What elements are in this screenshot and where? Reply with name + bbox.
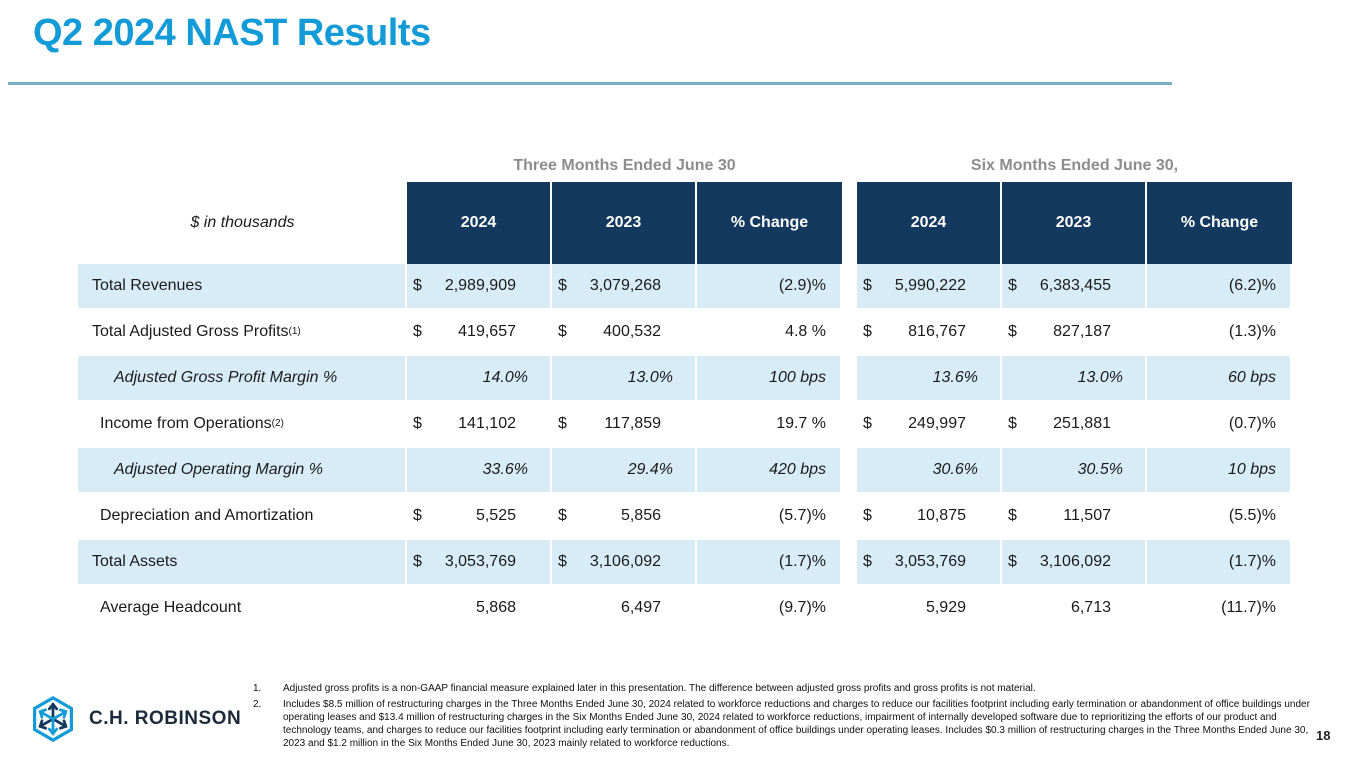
- page-title: Q2 2024 NAST Results: [33, 12, 431, 54]
- table-row-adjusted-gross-profit-margin: Adjusted Gross Profit Margin % 14.0% 13.…: [78, 356, 1292, 402]
- value-6m-2023: 6,713: [1002, 586, 1147, 632]
- table-row-depreciation-amortization: Depreciation and Amortization $5,525 $5,…: [78, 494, 1292, 540]
- value-3m-2023: 6,497: [552, 586, 697, 632]
- value-3m-change: 4.8 %: [697, 310, 842, 356]
- value-6m-2023: $251,881: [1002, 402, 1147, 448]
- footnote-text: Adjusted gross profits is a non-GAAP fin…: [283, 683, 1036, 694]
- value-6m-change: (0.7)%: [1147, 402, 1292, 448]
- value-3m-2024: $5,525: [407, 494, 552, 540]
- value-6m-change: (1.7)%: [1147, 540, 1292, 586]
- value-3m-2024: $141,102: [407, 402, 552, 448]
- value-3m-2023: 13.0%: [552, 356, 697, 402]
- value-6m-2024: 5,929: [857, 586, 1002, 632]
- value-6m-2023: $3,106,092: [1002, 540, 1147, 586]
- value-3m-change: (9.7)%: [697, 586, 842, 632]
- table-row-total-revenues: Total Revenues $2,989,909 $3,079,268 (2.…: [78, 264, 1292, 310]
- value-3m-2024: $2,989,909: [407, 264, 552, 310]
- footnote-number: 2.: [253, 699, 262, 710]
- row-label: Income from Operations (2): [78, 402, 407, 448]
- value-6m-change: 60 bps: [1147, 356, 1292, 402]
- value-3m-2023: $3,106,092: [552, 540, 697, 586]
- table-row-adjusted-operating-margin: Adjusted Operating Margin % 33.6% 29.4% …: [78, 448, 1292, 494]
- ch-robinson-logo: C.H. ROBINSON: [30, 696, 241, 742]
- value-6m-2023: 13.0%: [1002, 356, 1147, 402]
- row-label: Adjusted Operating Margin %: [78, 448, 407, 494]
- footnote-1: 1. Adjusted gross profits is a non-GAAP …: [253, 682, 1315, 695]
- value-6m-2024: 30.6%: [857, 448, 1002, 494]
- header-3m-change: % Change: [697, 182, 842, 264]
- footnote-number: 1.: [253, 683, 262, 694]
- value-6m-2023: $11,507: [1002, 494, 1147, 540]
- value-3m-2024: $419,657: [407, 310, 552, 356]
- value-3m-2023: $5,856: [552, 494, 697, 540]
- value-3m-change: (1.7)%: [697, 540, 842, 586]
- value-3m-2023: $3,079,268: [552, 264, 697, 310]
- value-6m-2024: $10,875: [857, 494, 1002, 540]
- row-label: Average Headcount: [78, 586, 407, 632]
- value-6m-change: (6.2)%: [1147, 264, 1292, 310]
- row-label: Depreciation and Amortization: [78, 494, 407, 540]
- value-6m-2024: $5,990,222: [857, 264, 1002, 310]
- value-6m-2023: 30.5%: [1002, 448, 1147, 494]
- value-3m-2024: $3,053,769: [407, 540, 552, 586]
- value-3m-2024: 33.6%: [407, 448, 552, 494]
- value-3m-2023: $117,859: [552, 402, 697, 448]
- value-3m-change: (2.9)%: [697, 264, 842, 310]
- value-3m-change: 100 bps: [697, 356, 842, 402]
- table-row-total-assets: Total Assets $3,053,769 $3,106,092 (1.7)…: [78, 540, 1292, 586]
- value-6m-change: (5.5)%: [1147, 494, 1292, 540]
- value-3m-change: 19.7 %: [697, 402, 842, 448]
- value-6m-2024: 13.6%: [857, 356, 1002, 402]
- value-6m-2024: $249,997: [857, 402, 1002, 448]
- value-6m-2024: $3,053,769: [857, 540, 1002, 586]
- table-group-title-row: Three Months Ended June 30 Six Months En…: [78, 152, 1292, 182]
- table-row-income-from-operations: Income from Operations (2) $141,102 $117,…: [78, 402, 1292, 448]
- value-3m-2023: 29.4%: [552, 448, 697, 494]
- header-6m-change: % Change: [1147, 182, 1292, 264]
- row-label: Total Revenues: [78, 264, 407, 310]
- ch-robinson-hexagon-icon: [32, 696, 74, 742]
- page-number: 18: [1316, 728, 1331, 743]
- logo-wordmark: C.H. ROBINSON: [89, 708, 242, 729]
- header-3m-2023: 2023: [552, 182, 697, 264]
- value-3m-2024: 14.0%: [407, 356, 552, 402]
- value-6m-2023: $827,187: [1002, 310, 1147, 356]
- value-3m-change: 420 bps: [697, 448, 842, 494]
- units-label: $ in thousands: [190, 214, 295, 231]
- row-label: Total Assets: [78, 540, 407, 586]
- title-underline: [8, 82, 1172, 85]
- value-6m-change: (1.3)%: [1147, 310, 1292, 356]
- group-title-six-months: Six Months Ended June 30,: [970, 157, 1179, 174]
- value-6m-2024: $816,767: [857, 310, 1002, 356]
- value-6m-change: 10 bps: [1147, 448, 1292, 494]
- row-label: Total Adjusted Gross Profits (1): [78, 310, 407, 356]
- footnote-2: 2. Includes $8.5 million of restructurin…: [253, 698, 1315, 750]
- value-3m-2023: $400,532: [552, 310, 697, 356]
- value-3m-change: (5.7)%: [697, 494, 842, 540]
- table-row-adjusted-gross-profits: Total Adjusted Gross Profits (1) $419,657…: [78, 310, 1292, 356]
- table-header-row: $ in thousands 2024 2023 % Change 2024 2…: [78, 182, 1292, 264]
- footnotes: 1. Adjusted gross profits is a non-GAAP …: [253, 682, 1315, 753]
- header-3m-2024: 2024: [407, 182, 552, 264]
- header-6m-2024: 2024: [857, 182, 1002, 264]
- table-row-average-headcount: Average Headcount 5,868 6,497 (9.7)% 5,9…: [78, 586, 1292, 632]
- financial-results-table: Three Months Ended June 30 Six Months En…: [78, 152, 1292, 632]
- value-3m-2024: 5,868: [407, 586, 552, 632]
- footnote-text: Includes $8.5 million of restructuring c…: [283, 699, 1310, 749]
- value-6m-change: (11.7)%: [1147, 586, 1292, 632]
- header-6m-2023: 2023: [1002, 182, 1147, 264]
- value-6m-2023: $6,383,455: [1002, 264, 1147, 310]
- group-title-three-months: Three Months Ended June 30: [513, 157, 736, 174]
- row-label: Adjusted Gross Profit Margin %: [78, 356, 407, 402]
